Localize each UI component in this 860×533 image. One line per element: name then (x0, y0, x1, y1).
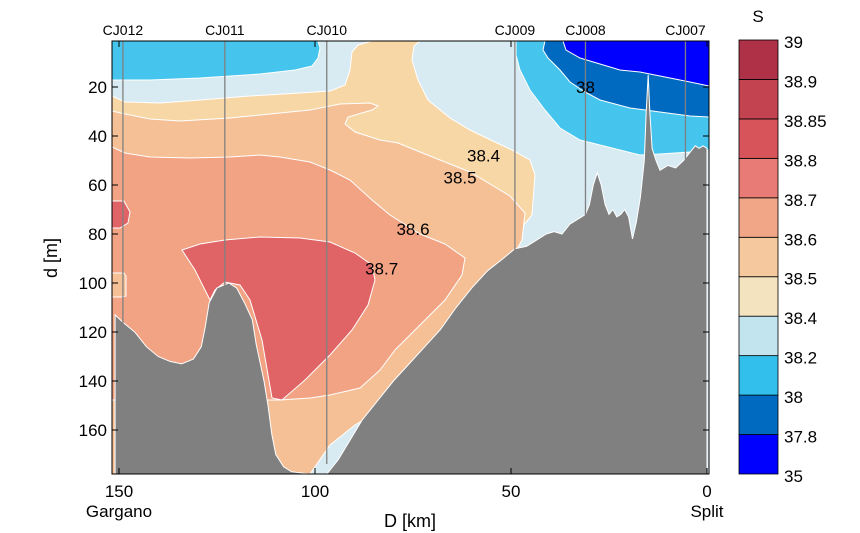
endpoint-label-split: Split (690, 502, 723, 521)
colorbar-level-label: 38.85 (784, 112, 827, 131)
colorbar-swatch (738, 276, 779, 317)
colorbar-level-label: 38.9 (784, 72, 817, 91)
colorbar-swatch (738, 197, 779, 238)
y-tick-label: 160 (79, 421, 107, 440)
station-label-cj010: CJ010 (307, 22, 348, 38)
x-tick-label: 100 (301, 482, 329, 501)
contour-label: 38.4 (467, 147, 500, 166)
y-tick-label: 80 (88, 225, 107, 244)
x-axis-title: D [km] (384, 511, 436, 531)
contour-label: 38.7 (365, 259, 398, 278)
colorbar-swatch (738, 315, 779, 357)
station-label-cj008: CJ008 (565, 22, 606, 38)
colorbar-level-label: 38 (784, 388, 803, 407)
colorbar-level-label: 37.8 (784, 428, 817, 447)
contour-label: 38 (576, 78, 595, 97)
colorbar-level-label: 38.8 (784, 151, 817, 170)
contour-labels: 38 38.4 38.5 38.6 38.7 (365, 78, 595, 278)
region-38.7-38.8-left-patch (112, 200, 131, 229)
y-tick-label: 140 (79, 372, 107, 391)
colorbar-title: S (752, 7, 763, 26)
station-label-cj007: CJ007 (665, 22, 706, 38)
colorbar-level-label: 38.4 (784, 309, 817, 328)
colorbar-level-label: 38.7 (784, 191, 817, 210)
colorbar-swatch (738, 236, 779, 278)
contour-label: 38.6 (396, 220, 429, 239)
endpoint-label-gargano: Gargano (86, 502, 152, 521)
colorbar: 35 37.8 38 38.2 38.4 38.5 38.6 38.7 38.8 38.85 38.… (738, 7, 827, 486)
region-35-37.8-right (562, 41, 709, 87)
colorbar-swatch (738, 355, 779, 396)
y-tick-label: 20 (88, 78, 107, 97)
y-axis-title: d [m] (41, 238, 61, 278)
colorbar-swatch (738, 434, 779, 475)
station-label-cj012: CJ012 (103, 22, 144, 38)
region-38.5-38.6-left-patch (112, 272, 127, 298)
region-38-38.2-left (112, 41, 321, 81)
x-tick-label: 0 (702, 482, 711, 501)
contour-label: 38.5 (443, 169, 476, 188)
station-label-cj009: CJ009 (495, 22, 536, 38)
x-tick-label: 150 (105, 482, 133, 501)
colorbar-swatch (738, 79, 779, 120)
colorbar-level-label: 38.5 (784, 270, 817, 289)
colorbar-swatch (738, 157, 779, 199)
colorbar-swatch (738, 39, 779, 80)
x-axis: 150 100 50 0 Gargano Split (86, 41, 724, 521)
station-markers: CJ012 CJ011 CJ010 CJ009 CJ008 CJ007 (103, 22, 706, 464)
y-axis: 20 40 60 80 100 120 140 160 (79, 78, 709, 440)
colorbar-level-label: 38.2 (784, 349, 817, 368)
y-tick-label: 40 (88, 127, 107, 146)
colorbar-swatch (738, 394, 779, 435)
colorbar-level-label: 39 (784, 33, 803, 52)
y-tick-label: 120 (79, 323, 107, 342)
axes-frame (111, 40, 710, 475)
colorbar-level-label: 35 (784, 467, 803, 486)
station-label-cj011: CJ011 (205, 22, 245, 38)
plot-area (112, 41, 709, 474)
colorbar-swatch (738, 118, 779, 159)
y-tick-label: 60 (88, 176, 107, 195)
colorbar-level-label: 38.6 (784, 230, 817, 249)
x-tick-label: 50 (502, 482, 521, 501)
bathymetry-seafloor (114, 74, 708, 474)
y-tick-label: 100 (79, 274, 107, 293)
